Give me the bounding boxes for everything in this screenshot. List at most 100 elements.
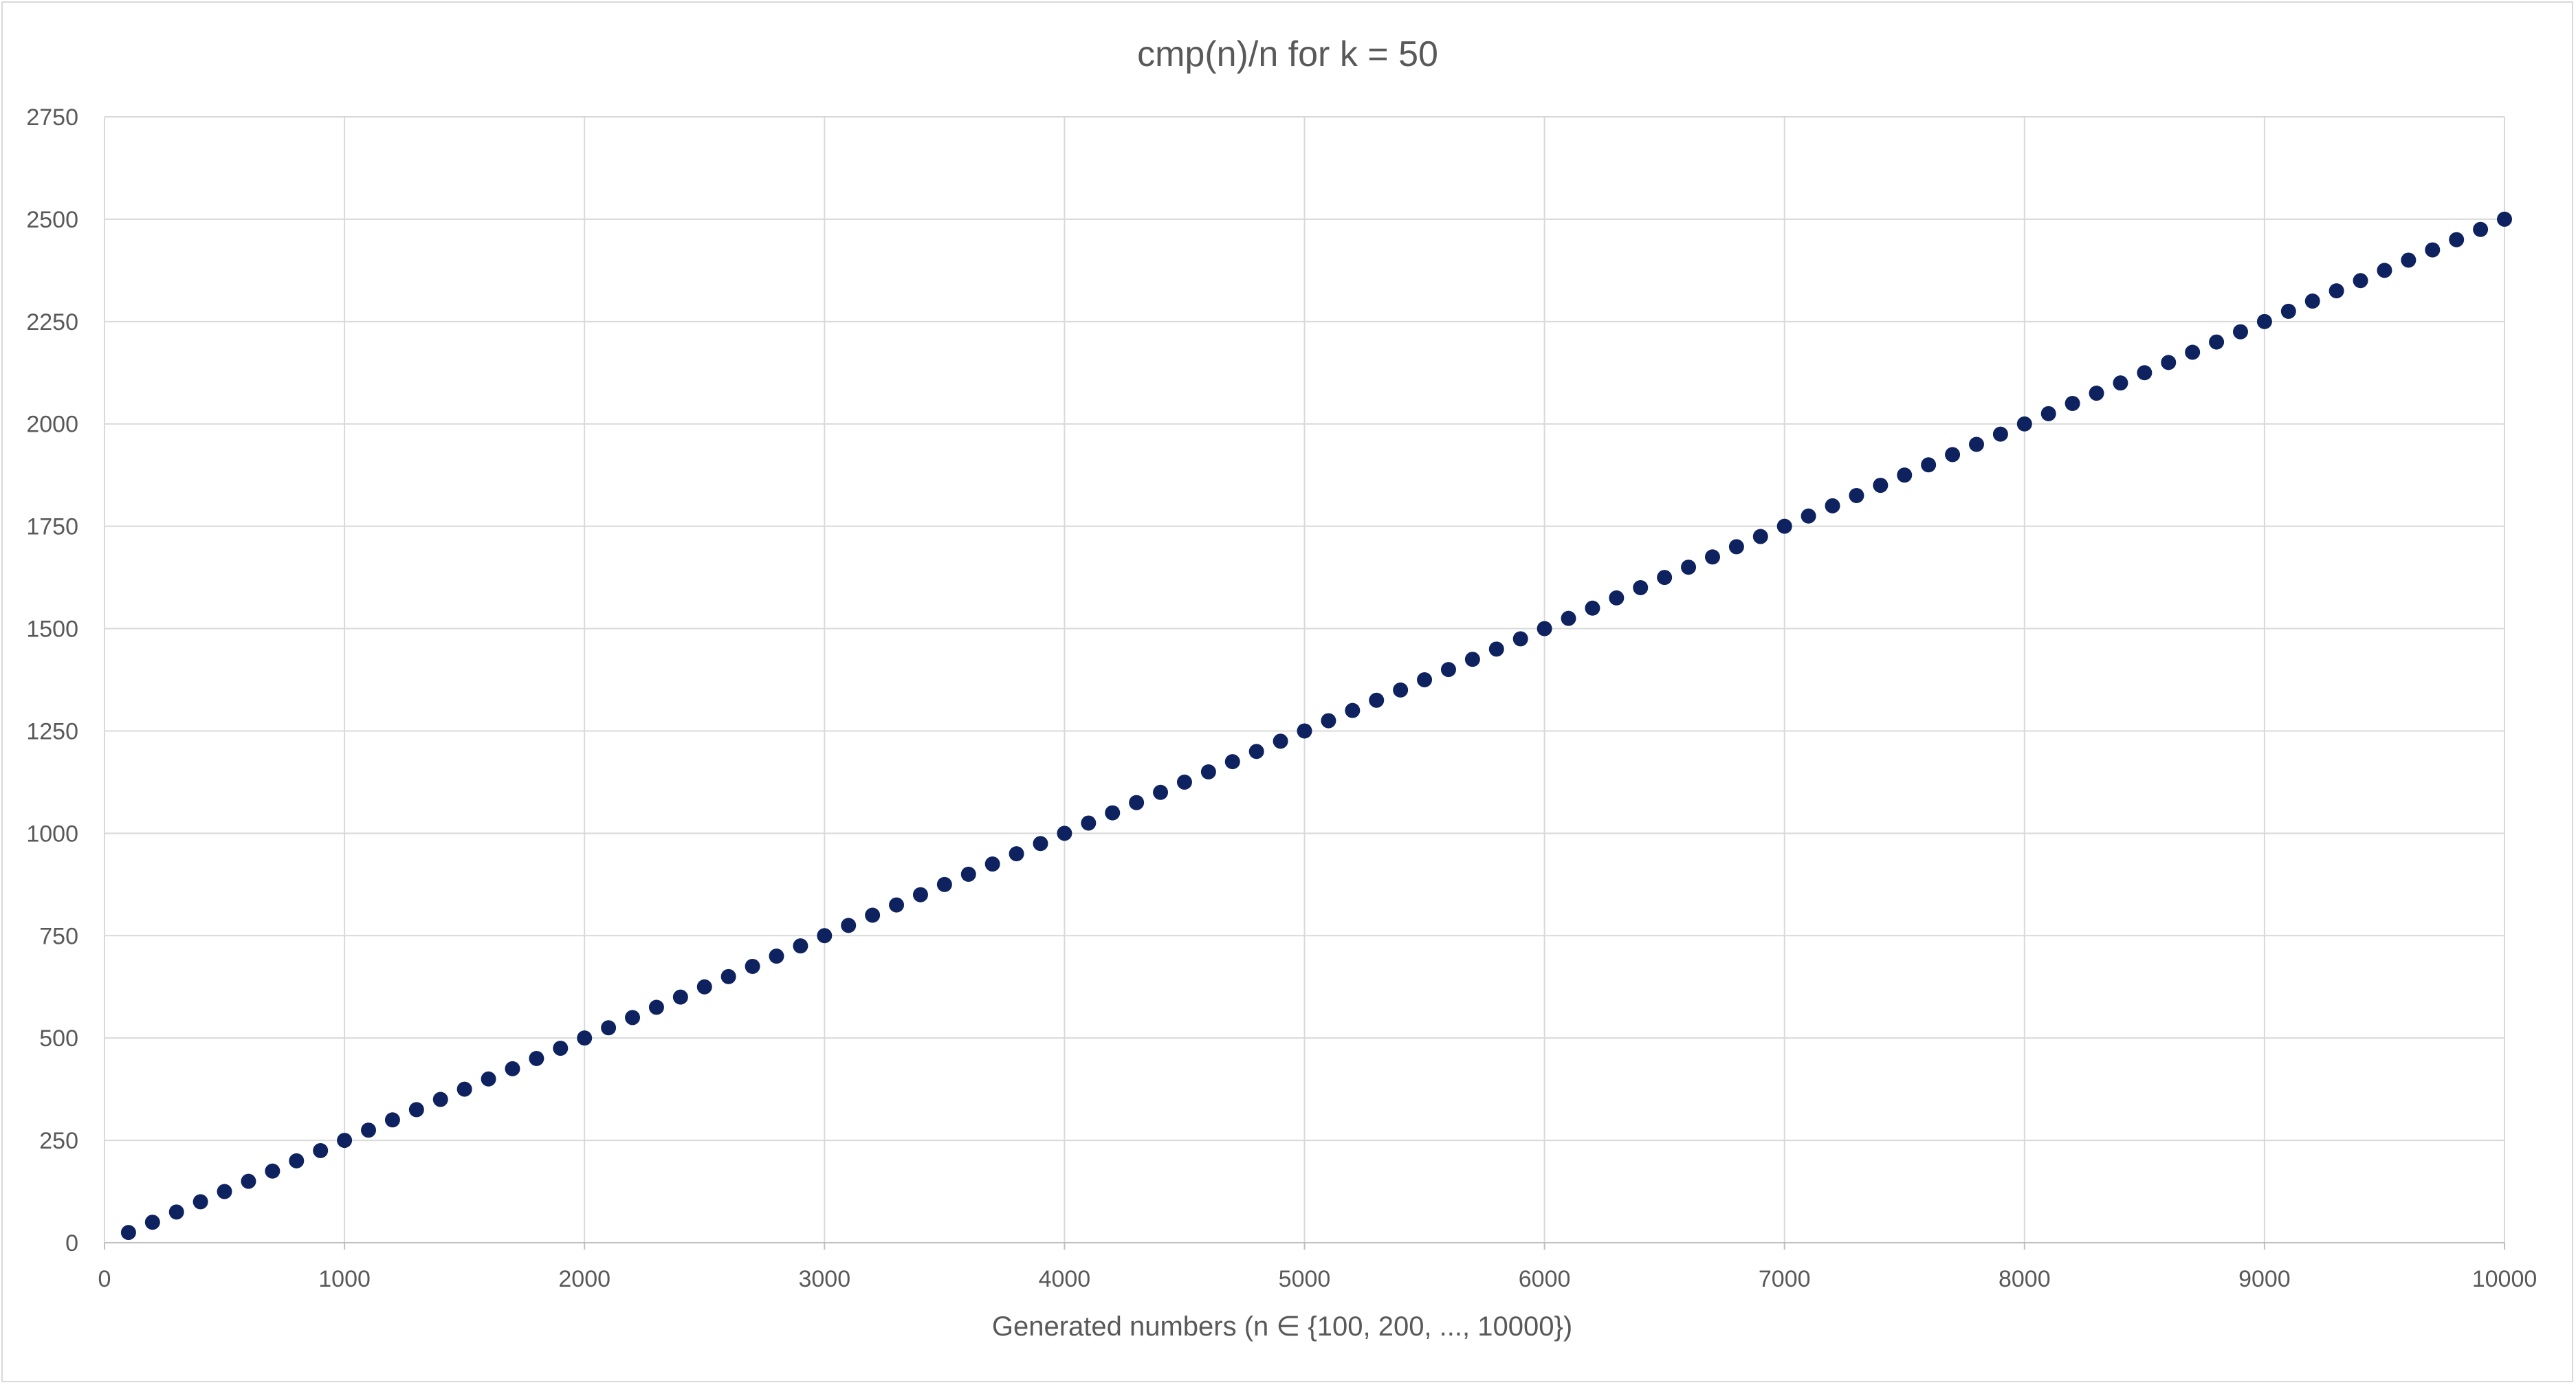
data-point bbox=[1369, 692, 1385, 708]
data-point bbox=[1176, 774, 1192, 790]
data-point bbox=[144, 1215, 160, 1230]
data-point bbox=[1033, 836, 1048, 852]
data-point bbox=[2473, 221, 2489, 237]
data-point bbox=[1945, 447, 1961, 463]
data-point bbox=[2089, 386, 2104, 401]
data-point bbox=[1704, 549, 1720, 565]
data-point bbox=[1609, 590, 1625, 606]
data-point bbox=[1200, 764, 1216, 780]
data-point bbox=[817, 928, 833, 944]
data-point bbox=[2137, 365, 2153, 381]
data-point bbox=[505, 1061, 520, 1076]
data-point bbox=[2353, 273, 2368, 289]
data-point bbox=[793, 938, 808, 954]
data-point bbox=[1105, 805, 1121, 821]
data-point bbox=[361, 1122, 377, 1138]
x-tick-label: 1000 bbox=[318, 1266, 371, 1292]
y-tick-label: 2250 bbox=[26, 309, 78, 335]
data-point bbox=[217, 1184, 232, 1199]
data-point bbox=[2425, 242, 2441, 258]
x-tick-label: 0 bbox=[98, 1266, 111, 1292]
x-tick-label: 7000 bbox=[1759, 1266, 1811, 1292]
data-point bbox=[2497, 211, 2512, 227]
data-point bbox=[696, 979, 712, 995]
data-point bbox=[384, 1112, 400, 1128]
y-tick-label: 0 bbox=[65, 1230, 78, 1256]
data-point bbox=[1921, 457, 1937, 473]
data-point bbox=[720, 968, 736, 984]
y-tick-label: 750 bbox=[39, 923, 78, 949]
data-point bbox=[1897, 467, 1913, 483]
y-tick-label: 2750 bbox=[26, 104, 78, 131]
data-point bbox=[577, 1030, 593, 1046]
data-point bbox=[241, 1173, 256, 1189]
data-point bbox=[1440, 662, 1456, 678]
data-points bbox=[120, 211, 2512, 1241]
data-point bbox=[1297, 723, 1312, 739]
data-point bbox=[1752, 529, 1768, 544]
data-point bbox=[672, 989, 688, 1005]
data-point bbox=[408, 1102, 424, 1118]
x-axis-title: Generated numbers (n ∈ {100, 200, ..., 1… bbox=[992, 1311, 1572, 1342]
data-point bbox=[553, 1041, 569, 1056]
data-point bbox=[2161, 355, 2177, 370]
data-point bbox=[1273, 733, 1288, 749]
y-tick-label: 1250 bbox=[26, 718, 78, 744]
data-point bbox=[1345, 702, 1361, 718]
data-point bbox=[2280, 303, 2296, 319]
data-point bbox=[601, 1020, 617, 1036]
data-point bbox=[432, 1092, 448, 1107]
data-point bbox=[1153, 784, 1169, 800]
axes: 0 250 500 750 1000 1250 1500 1750 2000 2250 2500 27… bbox=[26, 104, 2537, 1292]
data-point bbox=[912, 887, 928, 902]
data-point bbox=[289, 1153, 305, 1168]
data-point bbox=[648, 999, 664, 1015]
data-point bbox=[265, 1163, 280, 1179]
data-point bbox=[2113, 375, 2128, 391]
data-point bbox=[1248, 744, 1264, 760]
x-tick-label: 8000 bbox=[1999, 1266, 2051, 1292]
data-point bbox=[2329, 283, 2344, 299]
data-point bbox=[456, 1081, 472, 1097]
data-point bbox=[2209, 334, 2225, 350]
data-point bbox=[529, 1050, 544, 1066]
data-point bbox=[2232, 324, 2248, 340]
x-tick-label: 10000 bbox=[2472, 1266, 2538, 1292]
data-point bbox=[960, 866, 976, 882]
data-point bbox=[984, 856, 1000, 872]
data-point bbox=[1393, 682, 1409, 698]
data-point bbox=[1681, 559, 1697, 575]
chart-title: cmp(n)/n for k = 50 bbox=[1137, 34, 1438, 74]
data-point bbox=[2449, 232, 2465, 247]
data-point bbox=[2256, 313, 2272, 329]
data-point bbox=[2377, 263, 2392, 278]
data-point bbox=[1585, 600, 1600, 616]
data-point bbox=[936, 876, 952, 892]
data-point bbox=[1849, 487, 1864, 503]
data-point bbox=[2065, 395, 2080, 411]
y-tick-label: 2500 bbox=[26, 207, 78, 233]
data-point bbox=[337, 1133, 353, 1149]
data-point bbox=[745, 958, 760, 974]
data-point bbox=[1561, 610, 1576, 626]
data-point bbox=[313, 1142, 329, 1158]
data-point bbox=[481, 1071, 496, 1087]
data-point bbox=[192, 1194, 208, 1210]
y-tick-label: 500 bbox=[39, 1026, 78, 1052]
data-point bbox=[1081, 815, 1097, 831]
data-point bbox=[1873, 478, 1889, 494]
data-point bbox=[1129, 795, 1145, 810]
data-point bbox=[1512, 631, 1528, 647]
data-point bbox=[2304, 293, 2320, 309]
x-tick-label: 2000 bbox=[558, 1266, 610, 1292]
data-point bbox=[1968, 436, 1984, 452]
y-tick-label: 1500 bbox=[26, 617, 78, 643]
data-point bbox=[1537, 621, 1552, 636]
data-point bbox=[1009, 846, 1024, 862]
data-point bbox=[865, 907, 881, 923]
data-point bbox=[1633, 579, 1649, 595]
data-point bbox=[1488, 641, 1504, 657]
x-tick-label: 6000 bbox=[1519, 1266, 1571, 1292]
